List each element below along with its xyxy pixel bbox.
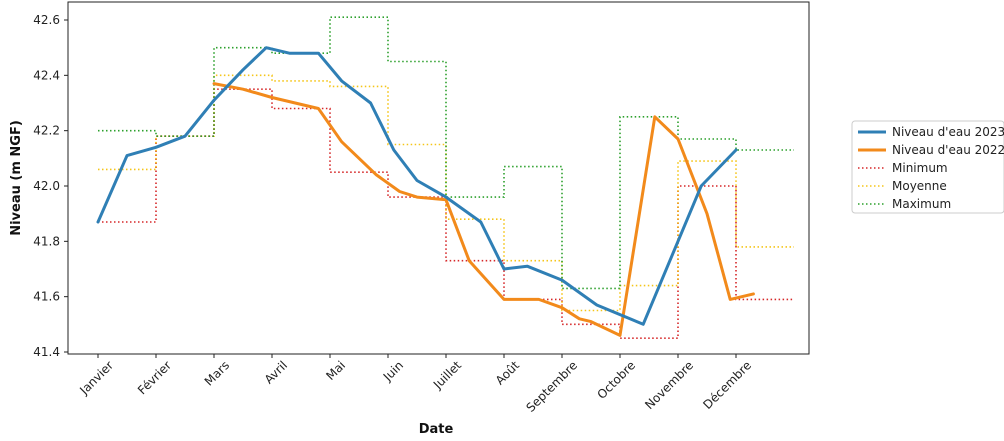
x-tick-label: Décembre [700, 358, 754, 412]
y-tick-label: 42.2 [33, 124, 60, 138]
legend-label: Niveau d'eau 2022 [892, 143, 1004, 157]
x-tick-label: Novembre [642, 358, 696, 412]
y-tick-label: 42.0 [33, 179, 60, 193]
series-line [96, 46, 738, 326]
y-tick-label: 42.4 [33, 68, 60, 82]
x-tick-label: Août [493, 358, 523, 388]
series-line [212, 82, 755, 337]
legend-label: Minimum [892, 161, 948, 175]
x-tick-label: Mai [323, 358, 348, 383]
y-tick-label: 41.8 [33, 234, 60, 248]
legend-label: Maximum [892, 197, 951, 211]
x-tick-label: Avril [262, 358, 290, 386]
x-axis-label: Date [419, 422, 454, 437]
legend: Niveau d'eau 2023 Niveau d'eau 2022 Minimu… [851, 120, 1004, 214]
x-tick-label: Mars [202, 358, 232, 388]
y-tick-label: 41.4 [33, 345, 60, 359]
x-tick-label: Septembre [523, 358, 580, 415]
x-tick-label: Juillet [430, 358, 464, 392]
series-line-maximum [98, 16, 794, 290]
plot-frame [67, 1, 810, 355]
x-tick-label: Octobre [594, 358, 638, 402]
y-tick-label: 42.6 [33, 13, 60, 27]
y-axis-label: Niveau (m NGF) [9, 120, 24, 236]
legend-box [851, 120, 1004, 214]
y-axis: 41.4 41.6 41.8 42.0 42.2 42.4 42.6 [33, 13, 68, 359]
x-tick-label: Juin [380, 358, 406, 384]
x-tick-label: Janvier [76, 358, 116, 398]
x-tick-label: Février [135, 358, 174, 397]
plot-area [96, 16, 794, 339]
legend-label: Moyenne [892, 179, 947, 193]
y-tick-label: 41.6 [33, 290, 60, 304]
x-axis: Janvier Février Mars Avril Mai Juin Juillet Aoû… [76, 354, 754, 415]
legend-label: Niveau d'eau 2023 [892, 125, 1004, 139]
